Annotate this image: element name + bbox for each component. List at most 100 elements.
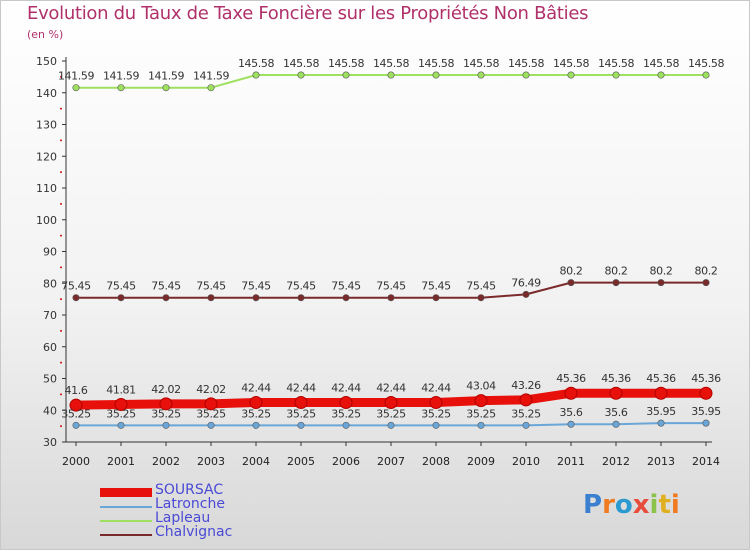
data-label-lapleau: 145.58	[373, 57, 409, 70]
data-label-soursac: 43.26	[511, 379, 541, 392]
x-tick-label: 2007	[377, 455, 405, 468]
y-minor-dot	[60, 266, 62, 269]
point-lapleau	[117, 84, 125, 92]
data-label-latronche: 35.95	[691, 405, 721, 418]
data-label-latronche: 35.25	[331, 407, 361, 420]
legend-label: Latronche	[155, 496, 225, 512]
point-lapleau	[387, 71, 395, 79]
data-label-chalvignac: 76.49	[511, 276, 541, 289]
y-tick-label: 120	[36, 150, 57, 163]
point-chalvignac	[72, 294, 80, 302]
x-tick-label: 2002	[152, 455, 180, 468]
legend-swatch	[100, 520, 152, 522]
data-label-soursac: 42.44	[421, 382, 451, 395]
point-chalvignac	[657, 279, 665, 287]
point-latronche	[657, 419, 665, 427]
x-tick-label: 2009	[467, 455, 495, 468]
data-label-latronche: 35.25	[196, 407, 226, 420]
data-label-soursac: 45.36	[691, 372, 721, 385]
data-label-chalvignac: 75.45	[151, 280, 181, 293]
y-minor-dot	[60, 107, 62, 110]
data-label-lapleau: 145.58	[463, 57, 499, 70]
legend-swatch	[100, 506, 152, 508]
point-chalvignac	[612, 279, 620, 287]
point-latronche	[387, 421, 395, 429]
data-label-chalvignac: 80.2	[695, 265, 718, 278]
proxiti-logo: Proxiti	[583, 490, 680, 520]
x-tick-label: 2004	[242, 455, 270, 468]
point-soursac	[609, 386, 623, 400]
point-latronche	[522, 421, 530, 429]
y-tick-label: 80	[43, 277, 57, 290]
point-soursac	[114, 398, 128, 412]
point-latronche	[612, 420, 620, 428]
point-chalvignac	[207, 294, 215, 302]
data-label-chalvignac: 75.45	[241, 280, 271, 293]
point-latronche	[567, 420, 575, 428]
point-chalvignac	[252, 294, 260, 302]
point-lapleau	[477, 71, 485, 79]
point-chalvignac	[162, 294, 170, 302]
x-tick-label: 2008	[422, 455, 450, 468]
point-soursac	[249, 396, 263, 410]
point-lapleau	[297, 71, 305, 79]
data-label-latronche: 35.25	[151, 407, 181, 420]
point-lapleau	[72, 84, 80, 92]
data-label-chalvignac: 75.45	[376, 280, 406, 293]
point-lapleau	[162, 84, 170, 92]
data-label-soursac: 42.44	[241, 382, 271, 395]
y-tick-label: 140	[36, 87, 57, 100]
data-label-latronche: 35.25	[466, 407, 496, 420]
point-chalvignac	[432, 294, 440, 302]
data-label-lapleau: 145.58	[598, 57, 634, 70]
y-minor-dot	[60, 234, 62, 237]
point-lapleau	[657, 71, 665, 79]
point-latronche	[207, 421, 215, 429]
point-chalvignac	[117, 294, 125, 302]
x-tick-label: 2003	[197, 455, 225, 468]
data-label-lapleau: 145.58	[418, 57, 454, 70]
y-minor-dot	[60, 75, 62, 78]
point-soursac	[294, 396, 308, 410]
x-tick-label: 2014	[692, 455, 720, 468]
point-soursac	[519, 393, 533, 407]
y-tick-label: 100	[36, 214, 57, 227]
point-chalvignac	[522, 290, 530, 298]
point-chalvignac	[297, 294, 305, 302]
point-chalvignac	[567, 279, 575, 287]
y-tick-label: 30	[43, 436, 57, 449]
data-label-lapleau: 145.58	[553, 57, 589, 70]
data-label-lapleau: 145.58	[328, 57, 364, 70]
legend-swatch	[100, 488, 152, 497]
point-soursac	[159, 397, 173, 411]
data-label-chalvignac: 75.45	[331, 280, 361, 293]
point-latronche	[702, 419, 710, 427]
y-tick-label: 50	[43, 373, 57, 386]
unit-label: (en %)	[27, 28, 64, 41]
data-label-soursac: 43.04	[466, 380, 496, 393]
data-label-soursac: 45.36	[646, 372, 676, 385]
legend-label: SOURSAC	[155, 482, 224, 498]
data-label-soursac: 45.36	[601, 372, 631, 385]
data-label-latronche: 35.25	[286, 407, 316, 420]
point-soursac	[384, 396, 398, 410]
point-soursac	[564, 386, 578, 400]
data-label-chalvignac: 75.45	[61, 280, 91, 293]
point-lapleau	[612, 71, 620, 79]
legend-label: Lapleau	[155, 510, 211, 526]
data-label-latronche: 35.95	[646, 405, 676, 418]
point-soursac	[699, 386, 713, 400]
data-label-lapleau: 145.58	[688, 57, 724, 70]
point-latronche	[297, 421, 305, 429]
point-chalvignac	[702, 279, 710, 287]
point-latronche	[117, 421, 125, 429]
data-label-soursac: 42.44	[331, 382, 361, 395]
data-label-chalvignac: 75.45	[196, 280, 226, 293]
point-lapleau	[432, 71, 440, 79]
data-label-chalvignac: 80.2	[650, 265, 673, 278]
point-soursac	[654, 386, 668, 400]
x-tick-label: 2000	[62, 455, 90, 468]
data-label-lapleau: 141.59	[103, 70, 139, 83]
y-tick-label: 40	[43, 404, 57, 417]
